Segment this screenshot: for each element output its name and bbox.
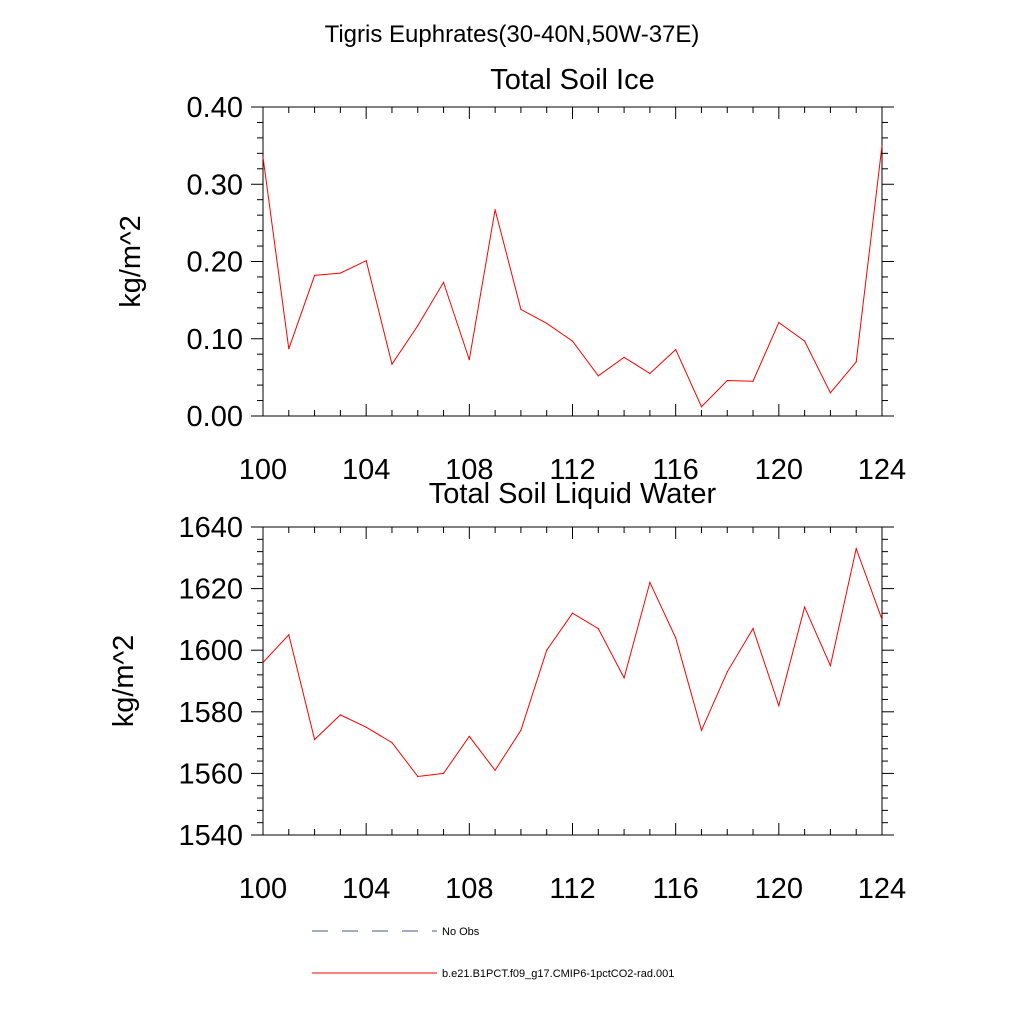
data-point: [726, 671, 728, 673]
x-tick-label: 108: [445, 873, 493, 905]
y-tick-label: 0.40: [187, 92, 243, 124]
data-point: [855, 547, 857, 550]
data-point: [520, 729, 522, 731]
data-point: [675, 637, 677, 639]
x-tick-label: 124: [858, 873, 906, 905]
y-tick-label: 1640: [178, 512, 243, 544]
legend: No Obs b.e21.B1PCT.f09_g17.CMIP6-1pctCO2…: [312, 926, 674, 980]
data-point: [778, 705, 780, 707]
figure-title: Tigris Euphrates(30-40N,50W-37E): [325, 21, 700, 48]
y-axis-label: kg/m^2: [108, 635, 140, 728]
data-point: [649, 372, 651, 375]
data-point: [829, 665, 832, 667]
data-point: [675, 348, 677, 351]
panel-title: Total Soil Ice: [490, 64, 654, 96]
data-point: [752, 380, 754, 382]
data-point: [442, 772, 445, 775]
y-tick-label: 1560: [178, 758, 243, 790]
y-tick-label: 0.00: [187, 401, 243, 433]
plot-frame: [262, 526, 883, 836]
plot-frame: [262, 106, 883, 417]
series-line: [262, 546, 883, 778]
data-point: [442, 281, 445, 283]
x-tick-label: 116: [653, 454, 699, 486]
data-point: [700, 729, 703, 731]
x-tick-label: 104: [342, 454, 390, 486]
data-point: [313, 274, 316, 277]
data-point: [262, 661, 264, 664]
data-point: [313, 738, 316, 741]
data-point: [700, 406, 703, 408]
panel-title: Total Soil Liquid Water: [429, 478, 717, 510]
data-point: [365, 726, 367, 728]
legend-label-no-obs: No Obs: [442, 926, 480, 938]
data-point: [494, 769, 496, 771]
x-tick-label: 120: [755, 454, 803, 486]
x-tick-label: 120: [755, 873, 803, 905]
y-axis-label: kg/m^2: [115, 215, 147, 308]
data-point: [571, 340, 574, 342]
data-point: [623, 677, 625, 679]
y-tick-label: 1600: [178, 635, 243, 667]
data-point: [288, 348, 290, 350]
data-point: [726, 379, 728, 382]
data-point: [365, 260, 367, 262]
data-point: [546, 649, 548, 651]
legend-label-model: b.e21.B1PCT.f09_g17.CMIP6-1pctCO2-rad.00…: [442, 968, 674, 980]
y-tick-label: 0.10: [187, 324, 243, 356]
data-point: [468, 735, 470, 738]
x-tick-label: 108: [445, 454, 493, 486]
data-point: [597, 628, 599, 630]
data-point: [288, 634, 290, 636]
y-tick-label: 0.30: [187, 169, 243, 201]
data-point: [417, 325, 419, 327]
data-point: [778, 321, 780, 324]
data-point: [546, 322, 548, 324]
data-point: [417, 775, 419, 778]
data-point: [881, 145, 883, 147]
data-point: [829, 392, 832, 394]
x-tick-label: 116: [653, 873, 699, 905]
data-point: [262, 156, 264, 158]
x-tick-label: 100: [239, 873, 287, 905]
data-point: [468, 359, 470, 361]
x-tick-label: 112: [549, 873, 595, 905]
series-line: [262, 145, 883, 408]
data-point: [881, 618, 883, 621]
data-point: [649, 581, 651, 584]
y-tick-label: 1580: [178, 697, 243, 729]
data-point: [391, 742, 393, 744]
data-point: [855, 361, 857, 363]
data-point: [391, 363, 393, 365]
x-tick-label: 104: [342, 873, 390, 905]
x-tick-label: 124: [858, 454, 906, 486]
data-point: [804, 340, 806, 342]
data-point: [339, 714, 341, 716]
data-point: [804, 606, 806, 608]
data-point: [571, 612, 574, 614]
panel-total-soil-ice: Total Soil Ice kg/m^2 100 104 108 112 116 120 12…: [115, 64, 906, 486]
y-tick-label: 0.20: [187, 247, 243, 279]
data-point: [597, 375, 599, 377]
data-point: [623, 356, 625, 358]
data-point: [752, 628, 754, 630]
y-tick-label: 1540: [178, 820, 243, 852]
data-point: [339, 272, 341, 274]
data-point: [520, 308, 522, 310]
x-tick-label: 112: [549, 454, 595, 486]
panel-total-soil-liquid-water: Total Soil Liquid Water kg/m^2 100 104 108 11…: [108, 478, 906, 905]
y-tick-label: 1620: [178, 574, 243, 606]
x-tick-label: 100: [239, 454, 287, 486]
data-point: [494, 209, 496, 211]
